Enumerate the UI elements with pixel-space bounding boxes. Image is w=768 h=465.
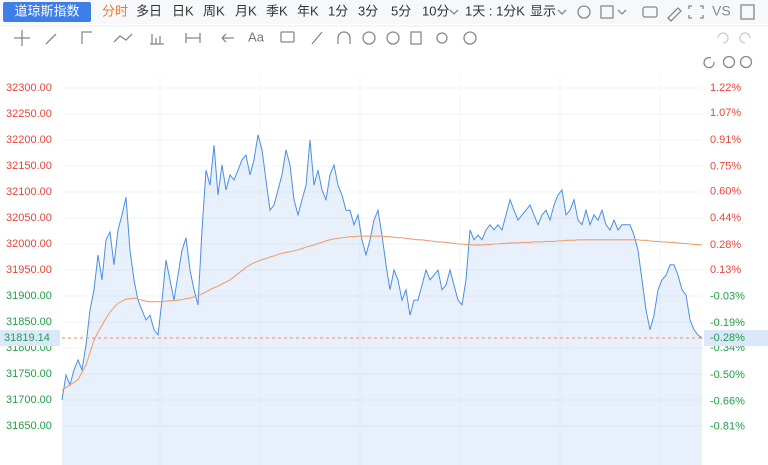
pen-icon[interactable] [667, 7, 682, 22]
panel-icon[interactable] [740, 4, 755, 20]
redo[interactable] [739, 32, 751, 44]
y-tick-label: 32200.00 [6, 134, 52, 146]
y-tick-label: 32100.00 [6, 186, 52, 198]
undo[interactable] [717, 32, 729, 44]
zoom-out[interactable] [722, 55, 736, 69]
y2-tick-label: -0.81% [710, 421, 745, 433]
zoom-controls [703, 55, 753, 69]
wave-tool[interactable] [113, 33, 133, 43]
y-tick-label: 31700.00 [6, 394, 52, 406]
tab[interactable]: 周K [203, 3, 225, 18]
y-tick-label: 31900.00 [6, 290, 52, 302]
ruler-tool[interactable] [311, 31, 323, 45]
y-tick-label: 31650.00 [6, 420, 52, 432]
y-tick-label: 31950.00 [6, 264, 52, 276]
tab[interactable]: 10分 [422, 3, 449, 18]
caret [557, 9, 567, 15]
tab[interactable]: 5分 [391, 3, 411, 18]
y2-tick-label: 0.13% [710, 264, 741, 276]
y-tick-label: 32300.00 [6, 82, 52, 94]
reset[interactable] [703, 56, 715, 69]
price-line [61, 134, 703, 401]
y-tick-label: 31850.00 [6, 316, 52, 328]
y2-tick-label: -0.50% [710, 369, 745, 381]
tab[interactable]: 月K [235, 3, 257, 18]
y2-tick-label: -0.03% [710, 291, 745, 303]
symbol[interactable]: 道琼斯指数 [14, 3, 79, 18]
price-area [62, 134, 702, 465]
y2-tick-label: 1.07% [710, 107, 741, 119]
fib-tool[interactable] [150, 34, 164, 45]
tab[interactable]: 1分 [328, 3, 348, 18]
last-change-box [704, 330, 768, 347]
measure-tool[interactable] [185, 33, 201, 43]
y2-tick-label: 0.28% [710, 239, 741, 251]
last-price-box [0, 330, 60, 347]
symbol-box[interactable] [3, 2, 91, 22]
last-change-label: -0.28% [710, 332, 745, 344]
lock-tool[interactable] [362, 31, 376, 45]
y-tick-label: 32000.00 [6, 238, 52, 250]
y2-tick-label: 0.75% [710, 161, 741, 173]
arrow-tool[interactable] [221, 33, 234, 43]
zoom-in[interactable] [739, 55, 753, 69]
tab[interactable]: 日K [172, 3, 194, 18]
line-tool[interactable] [45, 33, 57, 45]
y2-tick-label: -0.66% [710, 396, 745, 408]
y-tick-label: 32050.00 [6, 212, 52, 224]
magnet-tool[interactable] [337, 31, 351, 44]
link-tool[interactable] [436, 32, 448, 44]
color-icon[interactable] [600, 5, 614, 19]
average-line [61, 235, 703, 391]
plot: 32300.00 32250.00 32200.00 32150.00 32100.00… [0, 75, 768, 465]
tab[interactable]: 3分 [358, 3, 378, 18]
last-price-label: 31819.14 [4, 332, 50, 344]
tab[interactable]: 年K [297, 3, 319, 18]
y-tick-label: 32150.00 [6, 160, 52, 172]
fullscreen-icon[interactable] [688, 5, 704, 19]
tool-settings[interactable] [463, 31, 477, 45]
y2-tick-label: 0.44% [710, 212, 741, 224]
settings-icon[interactable] [577, 5, 591, 19]
y2-tick-label: 1.22% [710, 82, 741, 94]
tab[interactable]: 季K [266, 3, 288, 18]
caret [449, 9, 459, 15]
note-tool[interactable] [280, 31, 295, 43]
tab[interactable]: 分时 [102, 3, 128, 18]
text-tool[interactable]: Aa [248, 29, 265, 44]
caret [617, 9, 627, 15]
toolbar [0, 0, 768, 24]
y2-tick-label: 0.91% [710, 134, 741, 146]
y2-tick-label: -0.19% [710, 317, 745, 329]
y-tick-label: 31750.00 [6, 368, 52, 380]
delete-tool[interactable] [410, 31, 422, 45]
y2-tick-label: 0.60% [710, 186, 741, 198]
hide-tool[interactable] [386, 31, 400, 45]
move-tool[interactable] [14, 30, 30, 46]
camera-icon[interactable] [642, 6, 658, 18]
compare[interactable]: VS [712, 3, 731, 19]
ray-tool[interactable] [81, 31, 92, 44]
tab[interactable]: 多日 [136, 3, 162, 18]
drawing-tools [14, 30, 751, 46]
period[interactable]: 1天 : 1分K [465, 3, 525, 18]
y-tick-label: 32250.00 [6, 108, 52, 120]
display[interactable]: 显示 [530, 3, 556, 18]
